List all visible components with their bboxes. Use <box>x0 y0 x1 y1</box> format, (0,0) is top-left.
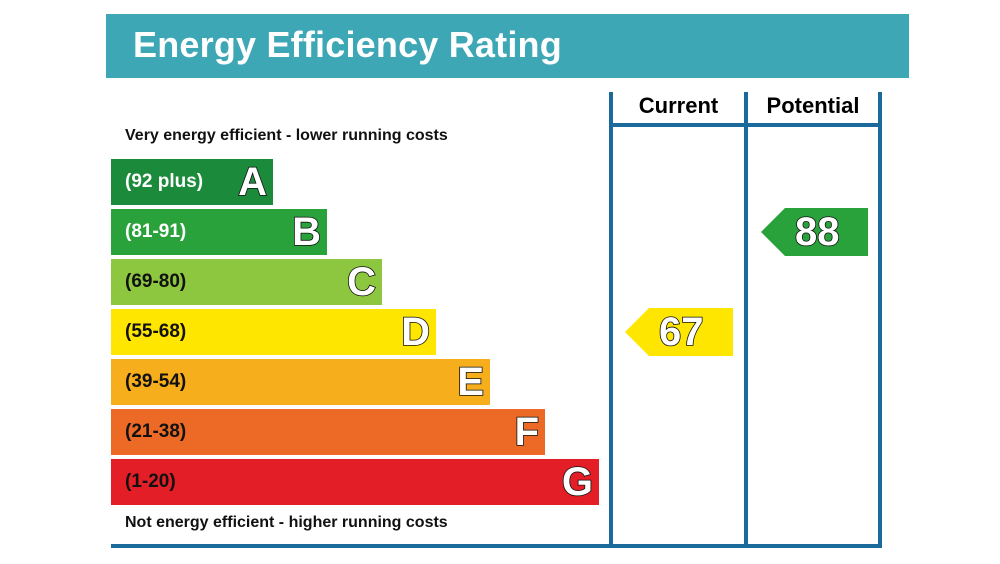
band-range-f: (21-38) <box>125 421 187 442</box>
potential-rating-value: 88 <box>794 209 840 255</box>
band-range-e: (39-54) <box>125 371 187 392</box>
band-range-a: (92 plus) <box>125 171 204 192</box>
current-rating-arrow: 67 <box>625 308 733 356</box>
band-letter-d: D <box>400 309 430 355</box>
band-d: (55-68) D <box>111 309 436 355</box>
band-g: (1-20) G <box>111 459 599 505</box>
title-bar: Energy Efficiency Rating <box>106 14 909 78</box>
chart-title: Energy Efficiency Rating <box>133 24 562 65</box>
potential-arrow-shape <box>761 208 868 256</box>
band-c: (69-80) C <box>111 259 382 305</box>
band-letter-f: F <box>514 409 540 455</box>
divider-right <box>878 92 882 548</box>
band-letter-a: A <box>237 159 267 205</box>
top-note: Very energy efficient - lower running co… <box>125 127 448 144</box>
bottom-rule <box>111 544 882 548</box>
bottom-note: Not energy efficient - higher running co… <box>125 514 448 531</box>
band-letter-b: B <box>291 209 321 255</box>
band-range-d: (55-68) <box>125 321 187 342</box>
band-letter-e: E <box>457 359 485 405</box>
band-letter-c: C <box>346 259 376 305</box>
potential-rating-arrow: 88 <box>761 208 868 256</box>
band-a: (92 plus) A <box>111 159 273 205</box>
column-header-potential: Potential <box>766 93 860 118</box>
divider-middle <box>744 92 748 548</box>
band-range-c: (69-80) <box>125 271 187 292</box>
band-f: (21-38) F <box>111 409 545 455</box>
band-e: (39-54) E <box>111 359 490 405</box>
divider-left <box>609 92 613 548</box>
band-range-g: (1-20) <box>125 471 176 492</box>
current-rating-value: 67 <box>658 309 704 355</box>
column-header-current: Current <box>638 93 719 118</box>
band-b: (81-91) B <box>111 209 327 255</box>
current-arrow-shape <box>625 308 733 356</box>
header-underline <box>609 123 882 127</box>
band-range-b: (81-91) <box>125 221 187 242</box>
band-letter-g: G <box>561 459 594 505</box>
